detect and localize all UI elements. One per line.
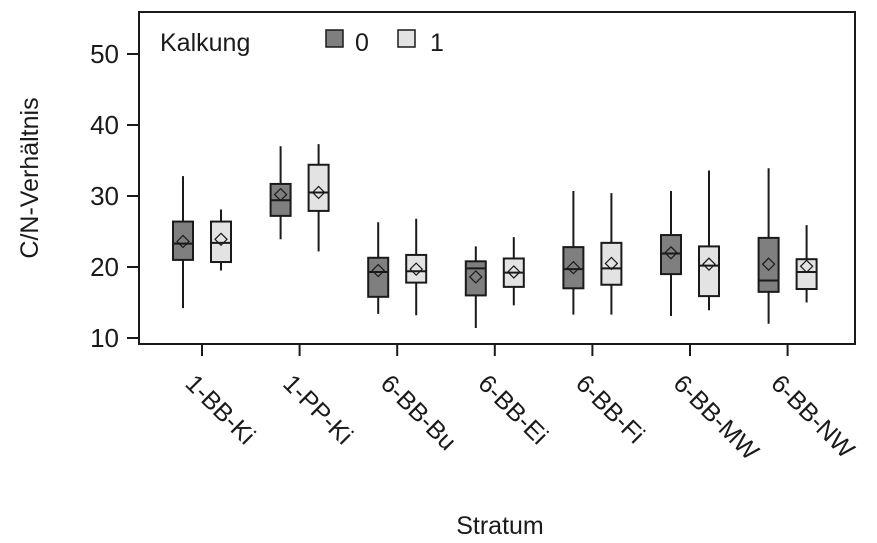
box	[795, 258, 818, 291]
x-tick-label: 6-BB-Bu	[375, 369, 462, 456]
x-tick-label: 1-BB-Ki	[180, 369, 261, 450]
y-tick-label: 50	[90, 39, 119, 69]
box	[172, 220, 194, 261]
legend-title: Kalkung	[160, 29, 250, 57]
legend-swatch-0	[325, 29, 344, 48]
mean-marker	[604, 256, 619, 271]
box	[307, 163, 330, 212]
box-1-BB-Ki-kalkung-0	[172, 176, 194, 309]
box	[405, 253, 428, 284]
box-1-BB-Ki-kalkung-1	[210, 209, 232, 271]
mean-marker	[214, 232, 228, 247]
x-tick-label: 6-BB-Fi	[570, 369, 650, 449]
mean-marker	[371, 263, 386, 278]
box-6-BB-MW-kalkung-0	[660, 191, 682, 316]
box	[464, 260, 487, 297]
box-6-BB-Ei-kalkung-0	[464, 246, 487, 329]
mean-marker	[566, 260, 581, 275]
x-tick-label: 6-BB-Ei	[473, 369, 554, 450]
mean-marker	[273, 187, 288, 202]
box-6-BB-NW-kalkung-1	[795, 225, 818, 303]
x-axis-label: Stratum	[456, 512, 544, 540]
y-axis: 10 20 30 40 50	[90, 39, 139, 353]
mean-marker	[176, 234, 190, 249]
box-plot-marks	[172, 144, 818, 329]
plot-frame	[138, 11, 856, 345]
box	[600, 241, 623, 286]
x-tick-label: 6-BB-MW	[668, 369, 765, 466]
y-axis-label: C/N-Verhältnis	[16, 97, 44, 258]
mean-marker	[311, 185, 326, 200]
box-6-BB-MW-kalkung-1	[698, 170, 720, 311]
mean-marker	[799, 259, 814, 274]
box	[210, 220, 232, 264]
mean-marker	[664, 245, 678, 260]
mean-marker	[468, 270, 483, 284]
box	[757, 236, 780, 293]
box	[562, 246, 585, 290]
mean-marker	[409, 262, 424, 276]
box-6-BB-NW-kalkung-0	[757, 168, 780, 324]
mean-marker	[761, 257, 776, 272]
box	[660, 234, 682, 276]
box-6-BB-Ei-kalkung-1	[502, 237, 525, 306]
box-1-PP-Ki-kalkung-0	[269, 146, 292, 240]
y-tick-label: 30	[90, 181, 119, 211]
x-axis: 1-BB-Ki 1-PP-Ki 6-BB-Bu 6-BB-Ei 6-BB-Fi 6-BB-…	[180, 344, 860, 466]
mean-marker	[506, 265, 521, 279]
box-6-BB-Bu-kalkung-1	[405, 218, 428, 316]
box-6-BB-Fi-kalkung-1	[600, 193, 623, 315]
legend: Kalkung 0 1	[160, 29, 444, 57]
y-tick-label: 40	[90, 110, 119, 140]
x-tick-label: 1-PP-Ki	[277, 369, 358, 450]
y-tick-label: 10	[90, 323, 119, 353]
box-6-BB-Fi-kalkung-0	[562, 191, 585, 315]
mean-marker	[702, 257, 716, 272]
box-1-PP-Ki-kalkung-1	[307, 144, 330, 252]
y-tick-label: 20	[90, 252, 119, 282]
legend-label-1: 1	[430, 29, 444, 57]
legend-swatch-1	[397, 29, 416, 48]
legend-label-0: 0	[355, 29, 369, 57]
box-6-BB-Bu-kalkung-0	[367, 222, 390, 314]
x-tick-label: 6-BB-NW	[765, 369, 860, 464]
box	[698, 245, 720, 298]
